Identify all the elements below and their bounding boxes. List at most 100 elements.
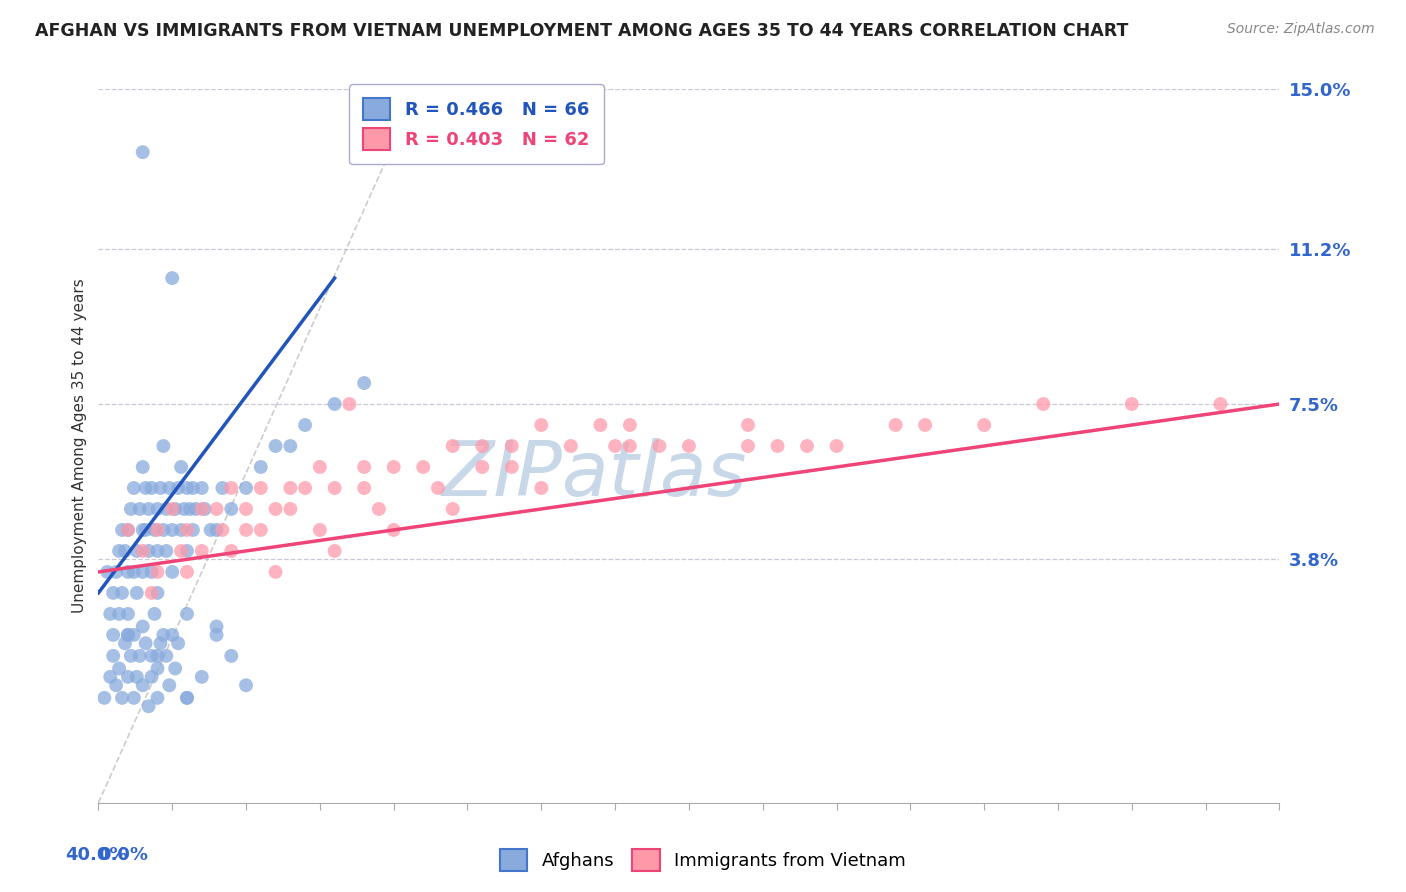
Point	[191, 544, 214, 558]
Point	[117, 628, 139, 642]
Point	[191, 502, 214, 516]
Point	[427, 481, 450, 495]
Point	[167, 481, 190, 495]
Point	[146, 565, 169, 579]
Point	[205, 628, 228, 642]
Point	[235, 678, 257, 692]
Point	[589, 417, 612, 432]
Point	[125, 586, 148, 600]
Point	[323, 544, 346, 558]
Point	[125, 670, 148, 684]
Point	[143, 607, 166, 621]
Point	[294, 417, 316, 432]
Point	[155, 648, 177, 663]
Point	[176, 481, 198, 495]
Point	[1121, 397, 1143, 411]
Point	[280, 439, 302, 453]
Point	[128, 648, 150, 663]
Point	[165, 661, 187, 675]
Point	[152, 523, 174, 537]
Point	[235, 502, 257, 516]
Point	[132, 619, 155, 633]
Point	[235, 523, 257, 537]
Point	[138, 699, 160, 714]
Point	[157, 481, 180, 495]
Y-axis label: Unemployment Among Ages 35 to 44 years: Unemployment Among Ages 35 to 44 years	[72, 278, 87, 614]
Point	[135, 481, 157, 495]
Point	[105, 678, 128, 692]
Text: Source: ZipAtlas.com: Source: ZipAtlas.com	[1227, 22, 1375, 37]
Point	[309, 523, 332, 537]
Point	[135, 636, 157, 650]
Point	[884, 417, 907, 432]
Point	[501, 460, 523, 475]
Point	[766, 439, 789, 453]
Text: 0.0%: 0.0%	[98, 846, 149, 863]
Point	[157, 678, 180, 692]
Point	[96, 565, 118, 579]
Point	[132, 565, 155, 579]
Point	[108, 661, 131, 675]
Point	[619, 417, 641, 432]
Point	[176, 565, 198, 579]
Point	[170, 523, 193, 537]
Point	[117, 523, 139, 537]
Point	[1209, 397, 1232, 411]
Point	[152, 628, 174, 642]
Point	[141, 648, 163, 663]
Point	[117, 670, 139, 684]
Point	[648, 439, 671, 453]
Point	[441, 439, 464, 453]
Point	[176, 523, 198, 537]
Point	[200, 523, 222, 537]
Point	[560, 439, 582, 453]
Point	[141, 586, 163, 600]
Point	[132, 544, 155, 558]
Point	[170, 460, 193, 475]
Point	[176, 544, 198, 558]
Point	[120, 502, 142, 516]
Point	[264, 439, 287, 453]
Point	[914, 417, 936, 432]
Point	[973, 417, 995, 432]
Point	[155, 544, 177, 558]
Legend: R = 0.466   N = 66, R = 0.403   N = 62: R = 0.466 N = 66, R = 0.403 N = 62	[349, 84, 603, 164]
Point	[176, 690, 198, 705]
Point	[250, 460, 273, 475]
Point	[146, 523, 169, 537]
Point	[353, 460, 375, 475]
Point	[111, 586, 134, 600]
Point	[120, 648, 142, 663]
Point	[353, 481, 375, 495]
Point	[162, 502, 183, 516]
Point	[250, 481, 273, 495]
Point	[114, 636, 136, 650]
Point	[471, 460, 494, 475]
Point	[368, 502, 391, 516]
Point	[135, 523, 157, 537]
Point	[122, 481, 145, 495]
Point	[143, 523, 166, 537]
Point	[125, 544, 148, 558]
Point	[103, 648, 125, 663]
Point	[530, 417, 553, 432]
Point	[117, 523, 139, 537]
Point	[382, 460, 405, 475]
Point	[191, 670, 214, 684]
Point	[737, 417, 759, 432]
Point	[179, 502, 201, 516]
Point	[501, 439, 523, 453]
Point	[294, 481, 316, 495]
Point	[339, 397, 361, 411]
Point	[117, 628, 139, 642]
Point	[194, 502, 217, 516]
Point	[170, 544, 193, 558]
Point	[412, 460, 434, 475]
Point	[146, 586, 169, 600]
Text: ZIPatlas: ZIPatlas	[441, 438, 747, 511]
Point	[146, 690, 169, 705]
Point	[141, 481, 163, 495]
Point	[250, 523, 273, 537]
Point	[132, 678, 155, 692]
Point	[114, 544, 136, 558]
